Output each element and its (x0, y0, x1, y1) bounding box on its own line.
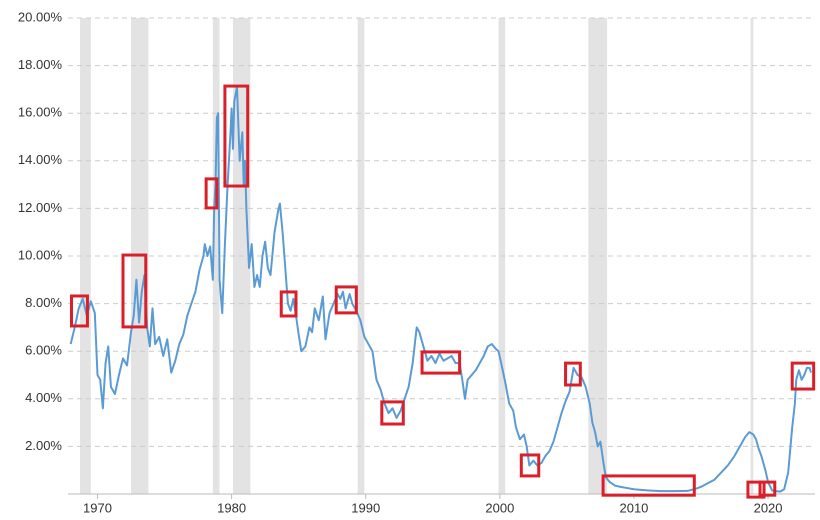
y-tick-label: 6.00% (25, 343, 62, 358)
recession-band (357, 18, 365, 494)
highlight-box (601, 474, 696, 497)
x-tick-label: 1970 (83, 500, 112, 515)
recession-band (750, 18, 754, 494)
y-tick-label: 14.00% (18, 152, 63, 167)
x-tick-label: 1990 (351, 500, 380, 515)
highlight-box (564, 361, 582, 387)
highlight-box (334, 285, 358, 315)
y-tick-label: 16.00% (18, 105, 63, 120)
y-tick-label: 18.00% (18, 57, 63, 72)
y-tick-label: 12.00% (18, 200, 63, 215)
y-tick-label: 2.00% (25, 438, 62, 453)
data-line (69, 86, 812, 493)
highlight-box (758, 480, 777, 497)
highlight-box (420, 350, 462, 375)
x-tick-label: 2010 (619, 500, 648, 515)
x-tick-label: 1980 (217, 500, 246, 515)
highlight-box (746, 480, 766, 499)
y-tick-label: 4.00% (25, 390, 62, 405)
highlight-box (121, 253, 148, 329)
y-tick-label: 20.00% (18, 9, 63, 24)
y-tick-label: 8.00% (25, 295, 62, 310)
highlight-box (279, 290, 298, 318)
y-tick-label: 10.00% (18, 247, 63, 262)
x-tick-label: 2000 (485, 500, 514, 515)
recession-band (588, 18, 608, 494)
x-tick-label: 2020 (754, 500, 783, 515)
highlight-box (223, 84, 250, 188)
recession-band (80, 18, 91, 494)
highlight-box (69, 294, 89, 328)
highlight-box (380, 400, 405, 426)
highlight-box (204, 177, 219, 210)
highlight-box (519, 453, 541, 478)
highlight-box (790, 361, 816, 391)
